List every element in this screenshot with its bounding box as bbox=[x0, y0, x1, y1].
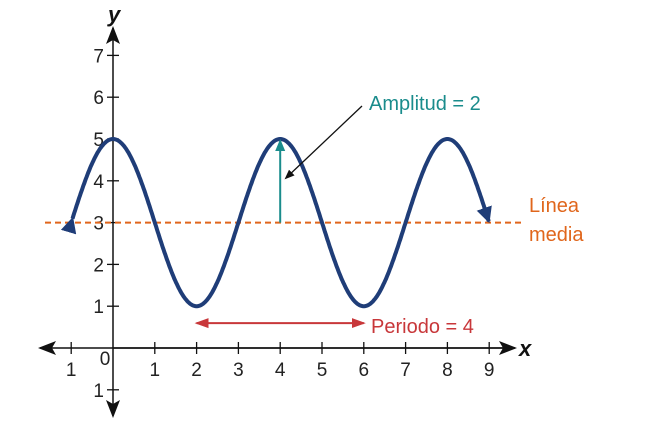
x-tick-label: 4 bbox=[275, 360, 286, 381]
y-tick-label: 7 bbox=[93, 46, 104, 67]
x-tick-label: 5 bbox=[317, 360, 328, 381]
y-tick-label: 1 bbox=[93, 381, 104, 402]
x-tick-label: 3 bbox=[233, 360, 244, 381]
y-axis-label: y bbox=[107, 2, 122, 27]
x-tick-label: 9 bbox=[484, 360, 495, 381]
x-tick-label: 7 bbox=[400, 360, 411, 381]
x-tick-label: 6 bbox=[359, 360, 370, 381]
x-axis-label: x bbox=[518, 336, 532, 361]
period-label: Periodo = 4 bbox=[371, 316, 474, 338]
y-tick-label: 1 bbox=[93, 297, 104, 318]
x-tick-label: 0 bbox=[100, 349, 111, 370]
y-tick-label: 3 bbox=[93, 214, 104, 235]
x-tick-label: 2 bbox=[191, 360, 202, 381]
x-tick-label: 1 bbox=[66, 360, 77, 381]
amplitude-pointer bbox=[284, 105, 363, 180]
y-tick-label: 2 bbox=[93, 255, 104, 276]
amplitude-label: Amplitud = 2 bbox=[369, 93, 481, 115]
midline-label-line2: media bbox=[529, 224, 584, 246]
y-tick-label: 6 bbox=[93, 88, 104, 109]
x-tick-label: 1 bbox=[150, 360, 161, 381]
midline-label-line1: Línea bbox=[529, 195, 580, 217]
y-tick-label: 5 bbox=[93, 130, 104, 151]
x-tick-label: 8 bbox=[442, 360, 453, 381]
y-tick-label: 4 bbox=[93, 172, 104, 193]
